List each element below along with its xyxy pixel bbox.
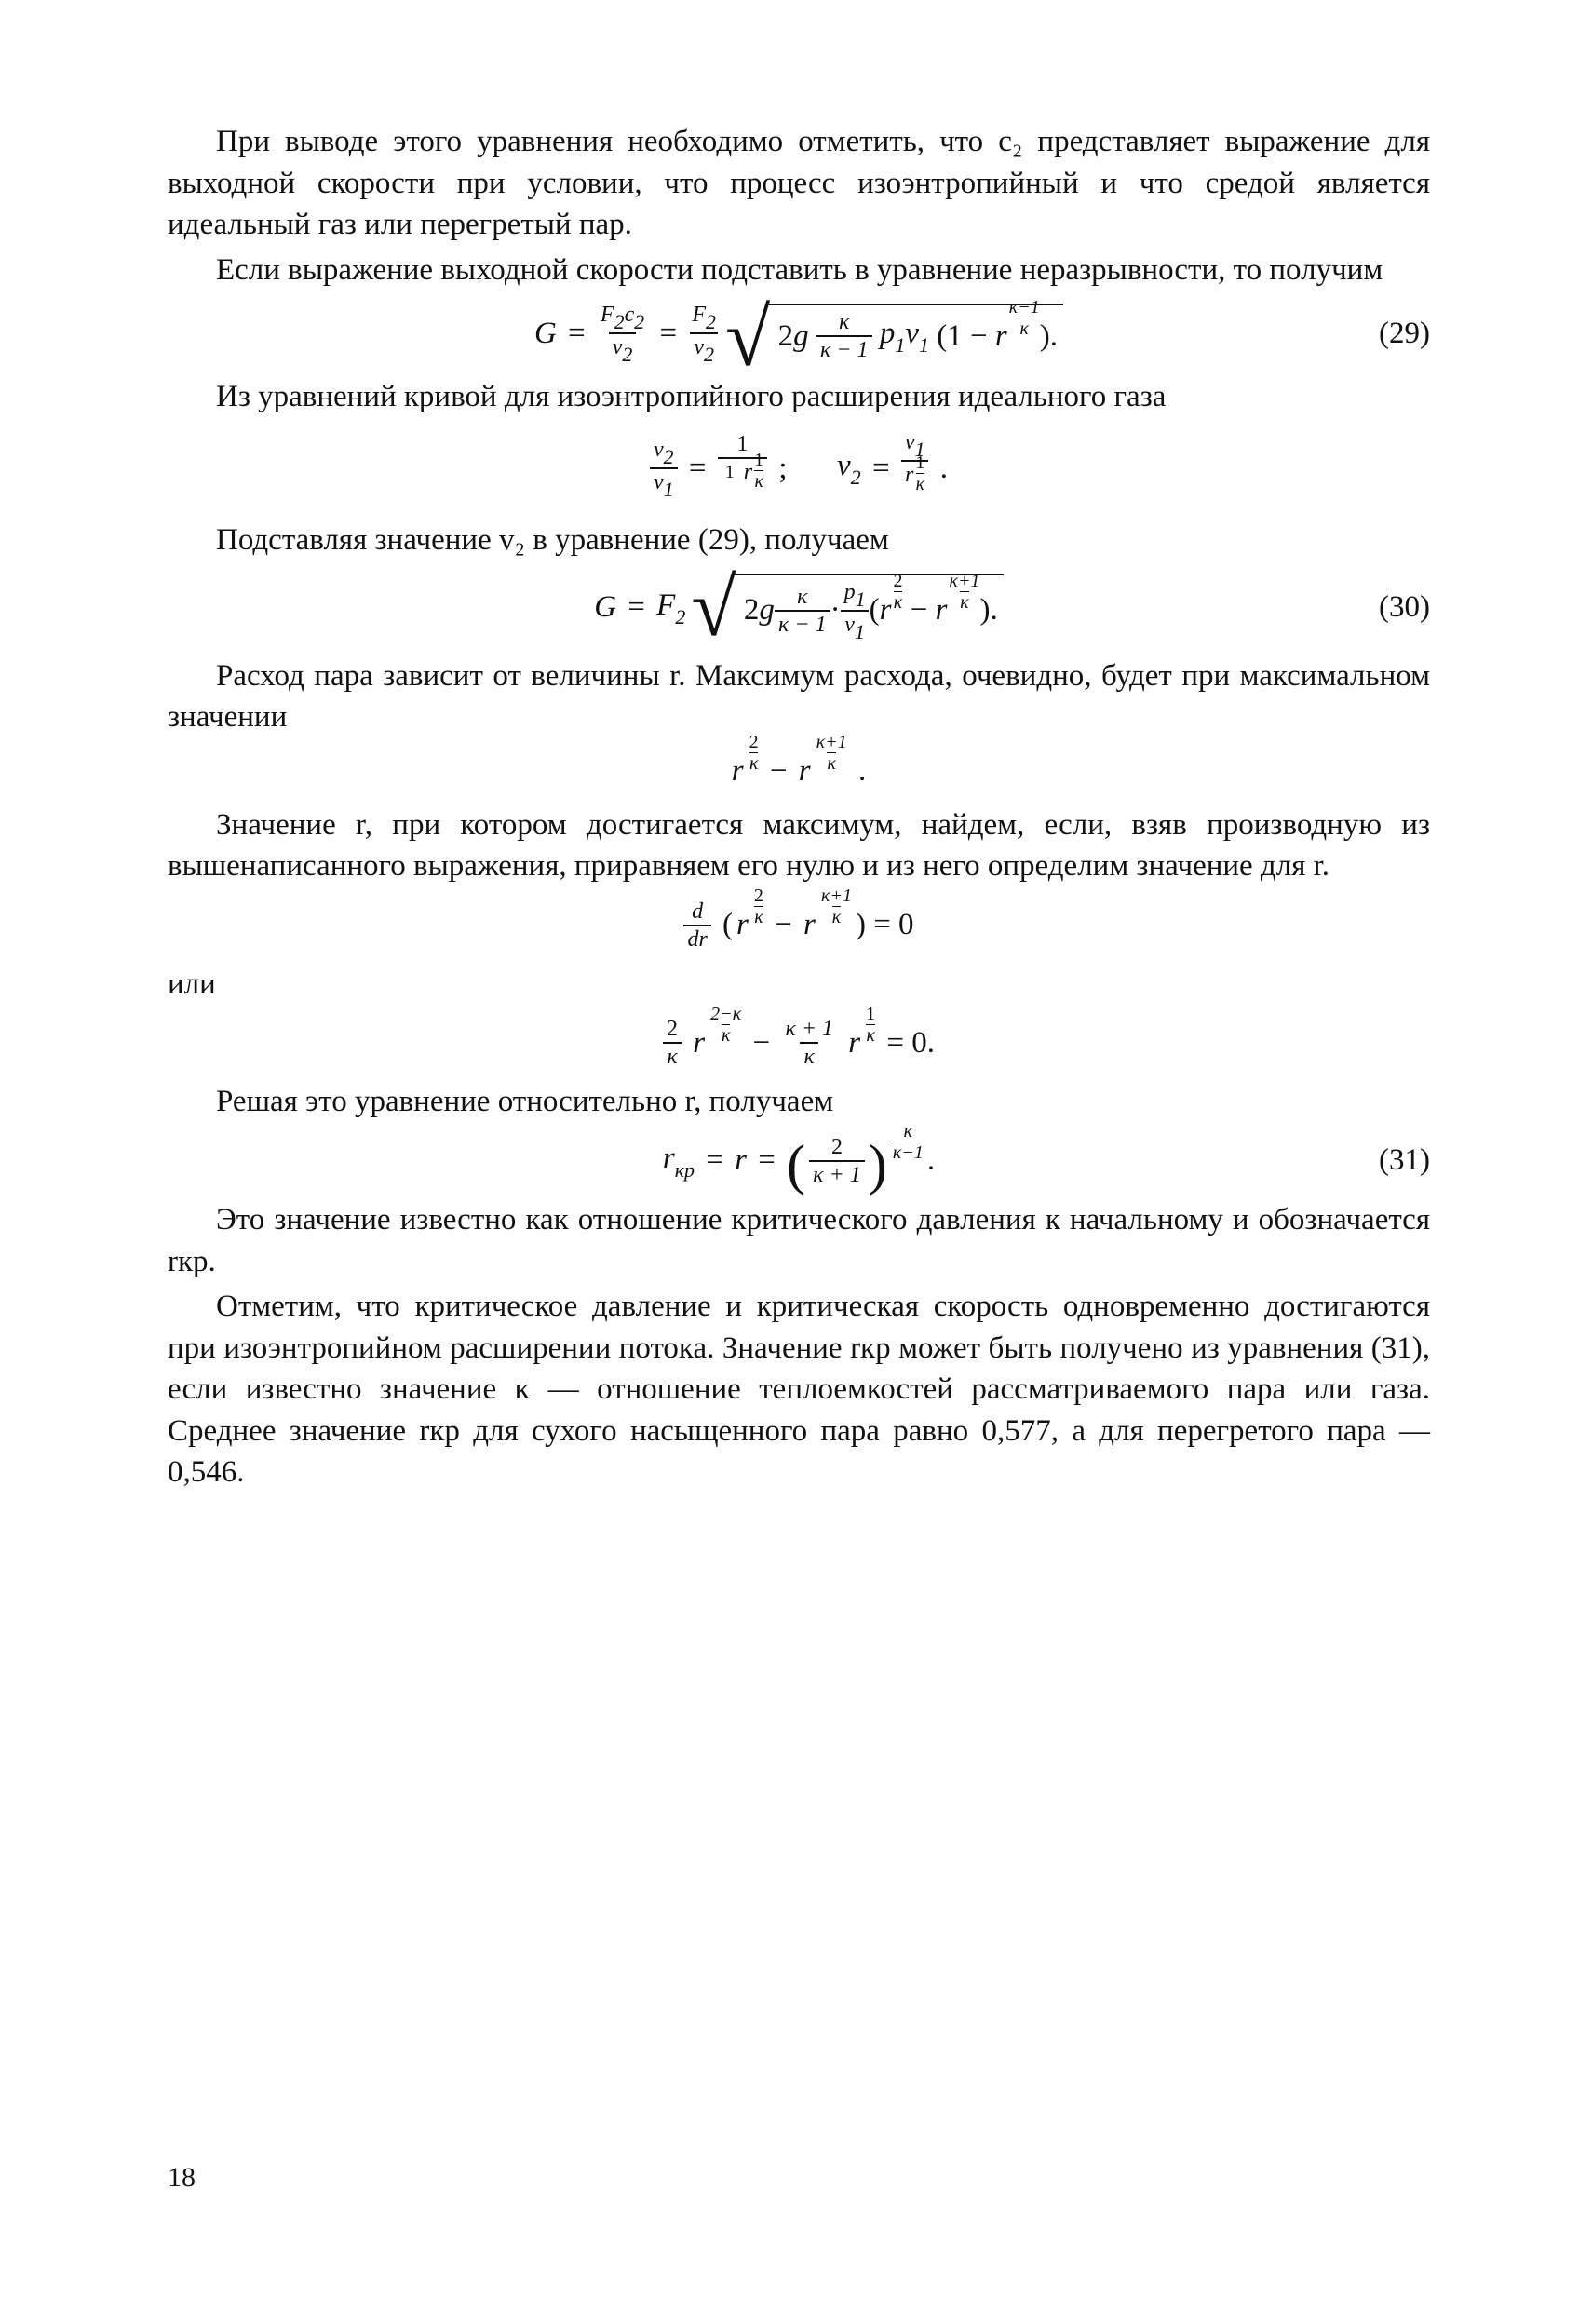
equation-29: G = F2c2v2 = F2v2 √ 2g κκ − 1 p1v1 (1 − … bbox=[168, 304, 1430, 363]
paragraph-6: Значение r, при котором достигается макс… bbox=[168, 804, 1430, 887]
page: При выводе этого уравнения необходимо от… bbox=[0, 0, 1579, 2324]
paragraph-4: Подставляя значение v₂ в уравнение (29),… bbox=[168, 520, 1430, 561]
equation-rexpr: r2κ − rκ+1κ . bbox=[168, 751, 1430, 791]
equation-31: rкр = r = ( 2κ + 1 ) κκ−1 . (31) bbox=[168, 1136, 1430, 1186]
paragraph-9: Это значение известно как отношение крит… bbox=[168, 1199, 1430, 1282]
paragraph-2: Если выражение выходной скорости подстав… bbox=[168, 250, 1430, 291]
equation-ratio: v2v1 = 1 1 r1κ ; v2 = v1 r1κ . bbox=[168, 431, 1430, 507]
equation-derivative-expanded: 2κ r2−κκ − κ + 1κ r1κ = 0. bbox=[168, 1018, 1430, 1068]
equation-derivative: ddr ( r2κ − rκ+1κ ) = 0 bbox=[168, 900, 1430, 951]
paragraph-3: Из уравнений кривой для изоэнтропийного … bbox=[168, 376, 1430, 418]
equation-number-29: (29) bbox=[1379, 317, 1430, 351]
paragraph-1: При выводе этого уравнения необходимо от… bbox=[168, 121, 1430, 246]
page-number: 18 bbox=[168, 2162, 196, 2194]
equation-number-30: (30) bbox=[1379, 590, 1430, 625]
paragraph-10: Отметим, что критическое давление и крит… bbox=[168, 1286, 1430, 1493]
equation-30: G = F2 √ 2g κκ − 1 · p1v1 ( r2κ − rκ+1κ … bbox=[168, 574, 1430, 642]
paragraph-7: или bbox=[168, 964, 1430, 1006]
paragraph-8: Решая это уравнение относительно r, полу… bbox=[168, 1081, 1430, 1123]
equation-number-31: (31) bbox=[1379, 1143, 1430, 1178]
paragraph-5: Расход пара зависит от величины r. Макси… bbox=[168, 655, 1430, 738]
